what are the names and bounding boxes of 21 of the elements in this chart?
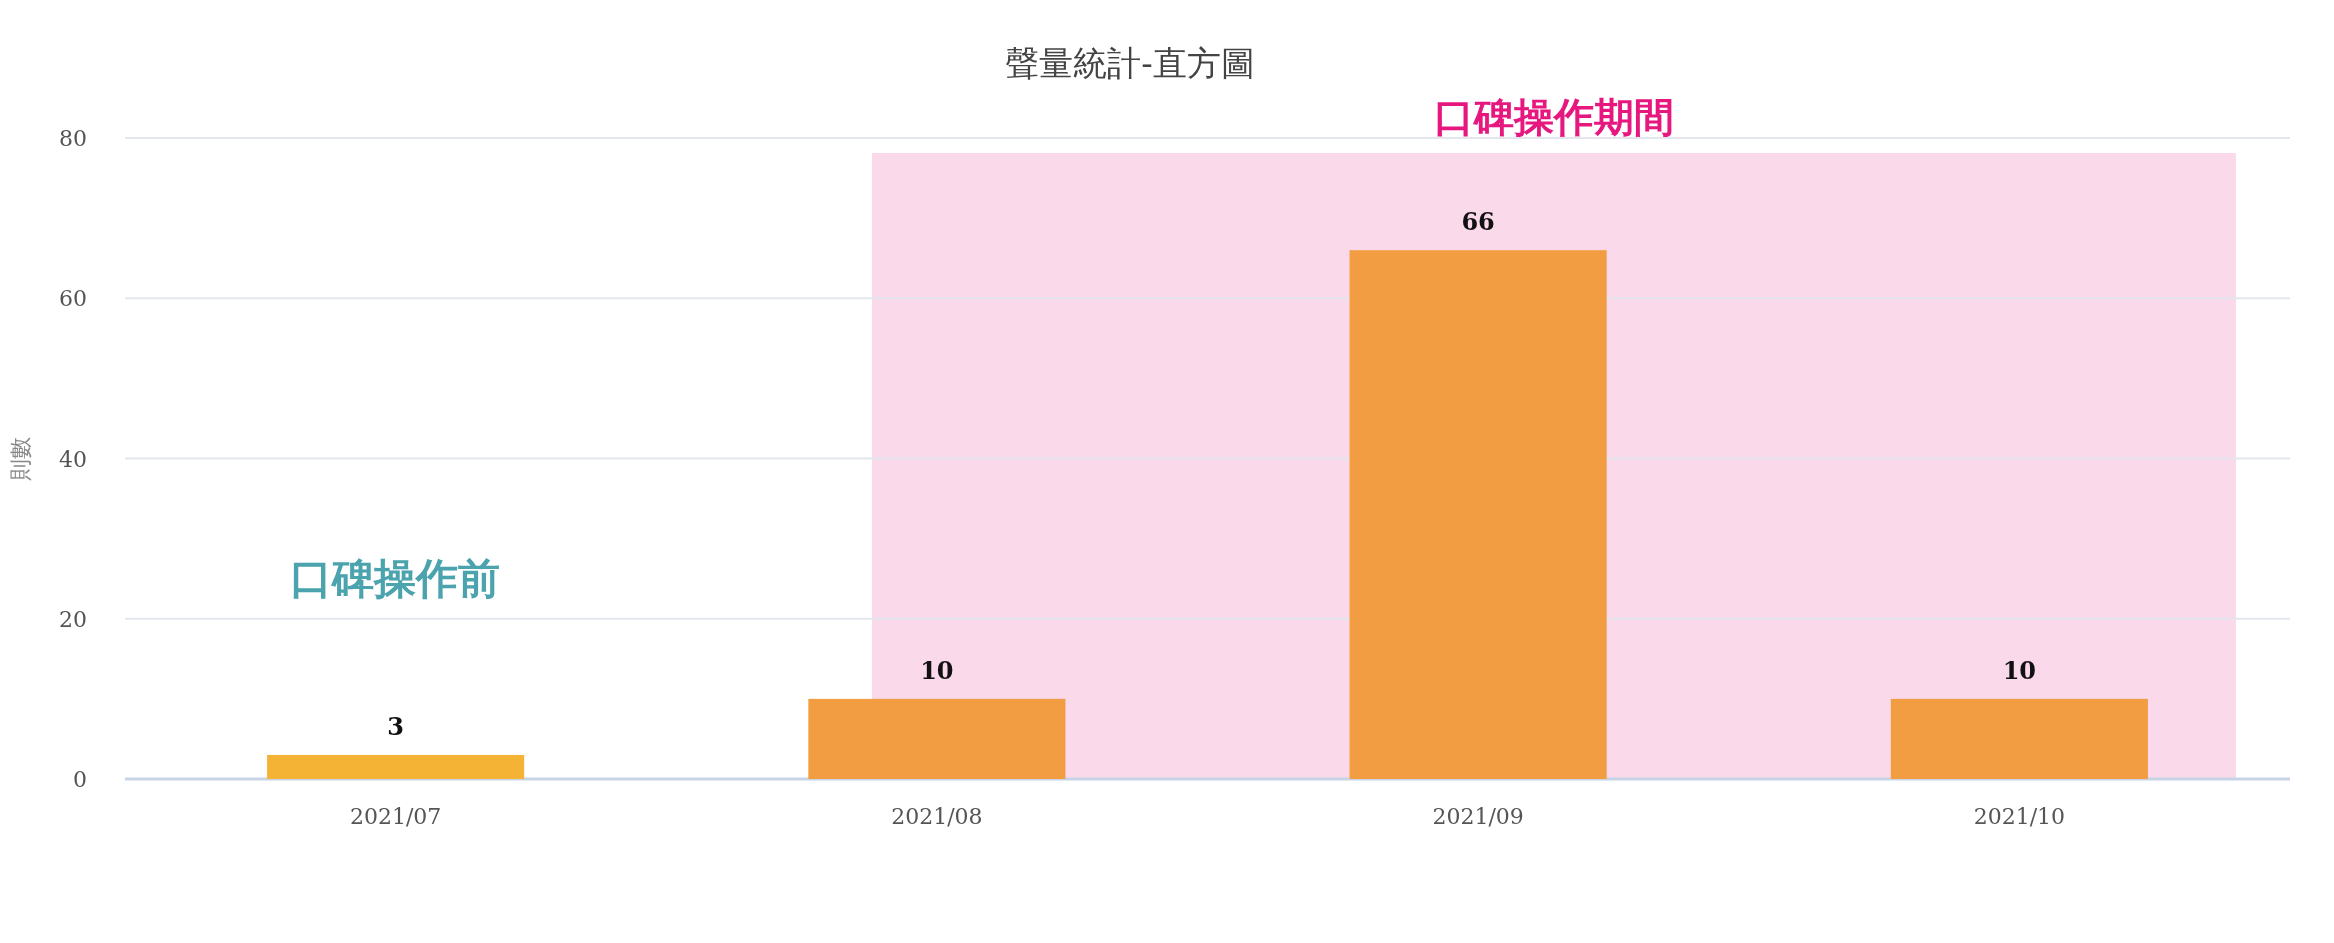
- data-label: 10: [2002, 655, 2037, 685]
- band-label: 口碑操作期間: [1433, 94, 1674, 140]
- y-tick-label: 80: [59, 126, 87, 151]
- bar: [267, 754, 525, 779]
- annotation: 口碑操作前: [290, 553, 500, 603]
- y-tick-label: 60: [59, 286, 87, 312]
- bar: [1890, 698, 2148, 779]
- data-label: 66: [1461, 207, 1495, 237]
- x-tick-label: 2021/07: [349, 804, 442, 829]
- bar: [1349, 250, 1607, 779]
- y-tick-label: 0: [73, 767, 87, 792]
- y-axis-title: 則數: [8, 436, 33, 481]
- chart-title: 聲量統計-直方圖: [1005, 43, 1255, 83]
- data-label: 3: [387, 711, 404, 741]
- x-tick-label: 2021/08: [891, 804, 983, 829]
- data-label: 10: [920, 655, 954, 685]
- x-tick-label: 2021/10: [1973, 804, 2066, 829]
- y-tick-label: 40: [59, 446, 87, 472]
- bar: [808, 698, 1066, 779]
- y-tick-label: 20: [59, 606, 87, 632]
- x-tick-label: 2021/09: [1432, 804, 1524, 829]
